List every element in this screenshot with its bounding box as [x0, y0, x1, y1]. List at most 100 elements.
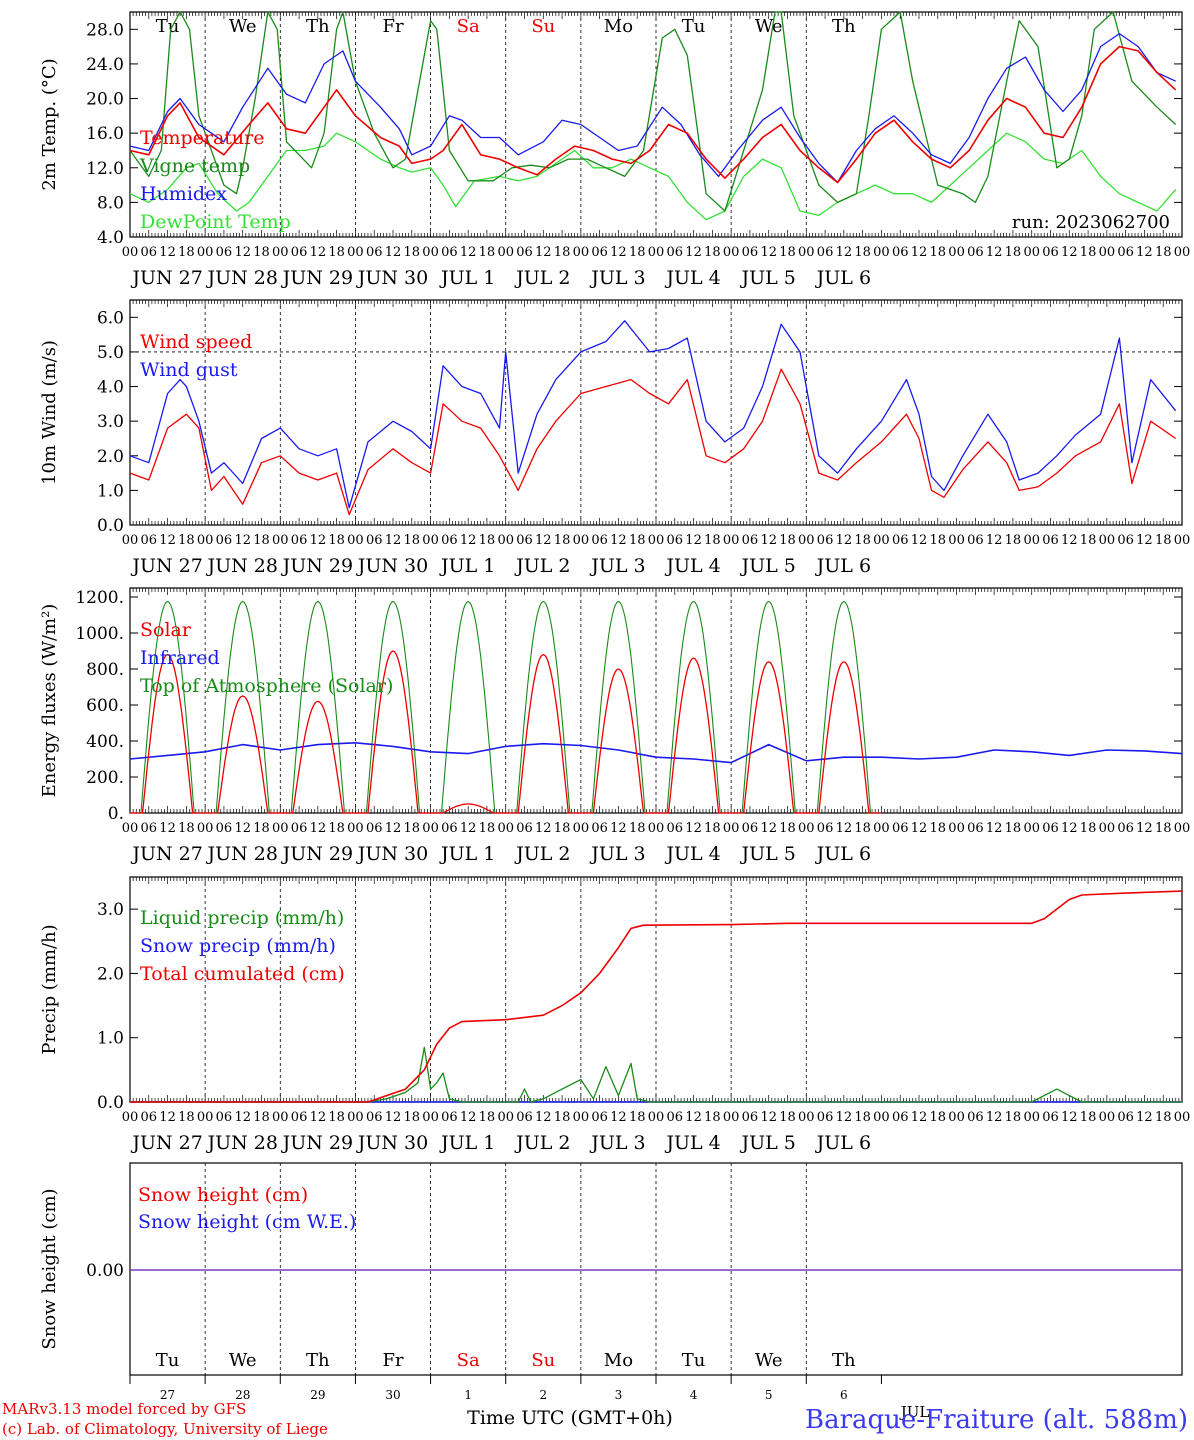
- y-tick-label: 24.0: [86, 55, 124, 75]
- hour-tick-label: 00: [197, 245, 214, 260]
- hour-tick-label: 12: [836, 1110, 853, 1125]
- wind-speed-line: [129, 368, 1177, 516]
- hour-tick-label: 00: [1174, 533, 1191, 548]
- hour-tick-label: 18: [554, 1110, 571, 1125]
- hour-tick-label: 12: [685, 821, 702, 836]
- vigne-temp-line: [129, 11, 1177, 212]
- panel-frame: [129, 299, 1183, 526]
- hour-tick-label: 06: [591, 1110, 608, 1125]
- hour-tick-label: 12: [234, 245, 251, 260]
- hour-tick-label: 12: [911, 1110, 928, 1125]
- hour-tick-label: 12: [986, 245, 1003, 260]
- y-axis-label: 10m Wind (m/s): [39, 340, 60, 485]
- hour-tick-label: 18: [404, 245, 421, 260]
- hour-tick-label: 18: [1005, 533, 1022, 548]
- day-tick-label: JUN 29: [281, 843, 353, 865]
- precip-legend-1: Snow precip (mm/h): [140, 935, 336, 957]
- hour-tick-label: 12: [535, 533, 552, 548]
- day-tick-label: JUN 28: [205, 843, 277, 865]
- hour-tick-label: 06: [1117, 821, 1134, 836]
- hour-tick-label: 18: [930, 821, 947, 836]
- hour-tick-label: 00: [422, 1110, 439, 1125]
- hour-tick-label: 00: [347, 1110, 364, 1125]
- hour-tick-label: 18: [328, 533, 345, 548]
- temp-legend-3: DewPoint Temp: [140, 211, 291, 233]
- weekday-label-bottom: Th: [832, 1350, 856, 1371]
- hour-tick-label: 06: [366, 821, 383, 836]
- hour-tick-label: 06: [366, 245, 383, 260]
- flux-legend-2: Top of Atmosphere (Solar): [140, 675, 393, 697]
- hour-tick-label: 12: [911, 533, 928, 548]
- hour-tick-label: 18: [554, 821, 571, 836]
- panel-2: [129, 299, 1183, 526]
- hour-tick-label: 06: [516, 533, 533, 548]
- hour-tick-label: 00: [1023, 1110, 1040, 1125]
- hour-tick-label: 06: [1117, 1110, 1134, 1125]
- y-tick-label: 20.0: [86, 90, 124, 110]
- hour-tick-label: 00: [122, 533, 139, 548]
- day-tick-label: JUL 4: [664, 555, 720, 577]
- y-tick-label: 1.0: [97, 481, 124, 501]
- day-tick-label: JUL 2: [514, 555, 570, 577]
- hour-tick-label: 00: [1099, 1110, 1116, 1125]
- day-number-label: 3: [615, 1388, 623, 1402]
- temperature-line: [129, 45, 1177, 184]
- hour-tick-label: 00: [197, 1110, 214, 1125]
- hour-tick-label: 00: [723, 821, 740, 836]
- hour-tick-label: 18: [704, 533, 721, 548]
- hour-tick-label: 06: [141, 1110, 158, 1125]
- hour-tick-label: 00: [422, 245, 439, 260]
- weekday-label: Th: [832, 16, 856, 37]
- day-tick-label: JUL 3: [589, 555, 645, 577]
- day-tick-label: JUL 1: [439, 1132, 495, 1154]
- hour-tick-label: 18: [1080, 533, 1097, 548]
- hour-tick-label: 18: [328, 1110, 345, 1125]
- hour-tick-label: 18: [704, 821, 721, 836]
- hour-tick-label: 00: [573, 245, 590, 260]
- hour-tick-label: 00: [723, 533, 740, 548]
- hour-tick-label: 12: [986, 533, 1003, 548]
- hour-tick-label: 00: [948, 1110, 965, 1125]
- hour-tick-label: 12: [610, 821, 627, 836]
- hour-tick-label: 18: [1005, 821, 1022, 836]
- day-number-label: 6: [840, 1388, 848, 1402]
- hour-tick-label: 00: [873, 821, 890, 836]
- hour-tick-label: 06: [441, 245, 458, 260]
- hour-tick-label: 12: [760, 1110, 777, 1125]
- weekday-label-bottom: Sa: [457, 1350, 480, 1371]
- panel-4: [129, 876, 1183, 1103]
- hour-tick-label: 06: [291, 1110, 308, 1125]
- snow-legend-1: Snow height (cm W.E.): [138, 1211, 356, 1233]
- hour-tick-label: 12: [310, 1110, 327, 1125]
- hour-tick-label: 06: [667, 821, 684, 836]
- hour-tick-label: 18: [779, 821, 796, 836]
- day-number-label: 1: [464, 1388, 472, 1402]
- y-tick-label: 2.0: [97, 964, 124, 984]
- hour-tick-label: 12: [460, 1110, 477, 1125]
- weekday-label: Fr: [382, 16, 403, 37]
- hour-tick-label: 12: [159, 1110, 176, 1125]
- hour-tick-label: 06: [892, 821, 909, 836]
- hour-tick-label: 00: [948, 533, 965, 548]
- hour-tick-label: 18: [779, 1110, 796, 1125]
- hour-tick-label: 18: [328, 821, 345, 836]
- y-tick-label: 3.0: [97, 900, 124, 920]
- weekday-label: Th: [306, 16, 330, 37]
- hour-tick-label: 12: [385, 533, 402, 548]
- hour-tick-label: 00: [197, 821, 214, 836]
- hour-tick-label: 12: [310, 821, 327, 836]
- hour-tick-label: 12: [234, 533, 251, 548]
- y-tick-label: 0.0: [97, 1093, 124, 1113]
- hour-tick-label: 18: [253, 821, 270, 836]
- precip-legend-2: Total cumulated (cm): [140, 963, 345, 985]
- hour-tick-label: 18: [779, 245, 796, 260]
- day-tick-label: JUN 27: [130, 1132, 202, 1154]
- hour-tick-label: 06: [141, 821, 158, 836]
- day-tick-label: JUN 27: [130, 555, 202, 577]
- liquid-precip-line: [130, 1046, 1182, 1103]
- hour-tick-label: 00: [648, 821, 665, 836]
- hour-tick-label: 00: [497, 1110, 514, 1125]
- hour-tick-label: 18: [629, 821, 646, 836]
- day-tick-label: JUL 1: [439, 555, 495, 577]
- hour-tick-label: 18: [178, 533, 195, 548]
